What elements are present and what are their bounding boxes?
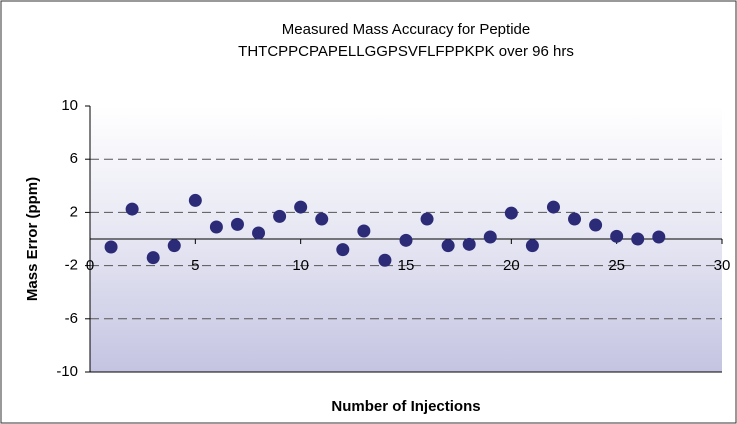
y-tick-label: -10	[56, 363, 78, 380]
point	[315, 212, 329, 226]
chart-title: Measured Mass Accuracy for Peptide	[282, 21, 530, 38]
point	[125, 202, 139, 216]
point	[441, 239, 455, 253]
point	[652, 230, 666, 244]
point	[357, 224, 371, 238]
x-tick-label: 0	[86, 257, 94, 274]
point	[167, 239, 181, 253]
x-tick-label: 15	[398, 257, 415, 274]
y-tick-label: 10	[61, 97, 78, 114]
y-tick-label: -6	[65, 310, 78, 327]
point	[252, 226, 266, 240]
point	[568, 212, 582, 226]
y-tick-label: -2	[65, 257, 78, 274]
point	[146, 251, 160, 265]
y-tick-label: 6	[70, 150, 78, 167]
point	[209, 220, 223, 234]
point	[336, 243, 350, 257]
x-tick-label: 10	[292, 257, 309, 274]
point	[525, 239, 539, 253]
x-tick-label: 20	[503, 257, 520, 274]
y-axis-label: Mass Error (ppm)	[24, 177, 41, 301]
point	[188, 193, 202, 207]
x-tick-label: 5	[191, 257, 199, 274]
point	[504, 206, 518, 220]
x-tick-label: 25	[608, 257, 625, 274]
point	[546, 200, 560, 214]
point	[483, 230, 497, 244]
point	[462, 237, 476, 251]
point	[589, 218, 603, 232]
point	[610, 229, 624, 243]
y-tick-label: 2	[70, 203, 78, 220]
point	[631, 232, 645, 246]
point	[104, 240, 118, 254]
point	[399, 233, 413, 247]
point	[230, 217, 244, 231]
point	[294, 200, 308, 214]
point	[273, 209, 287, 223]
x-tick-label: 30	[714, 257, 731, 274]
point	[378, 253, 392, 267]
chart-title: THTCPPCPAPELLGGPSVFLFPPKPK over 96 hrs	[238, 43, 574, 60]
x-axis-label: Number of Injections	[331, 398, 480, 415]
point	[420, 212, 434, 226]
